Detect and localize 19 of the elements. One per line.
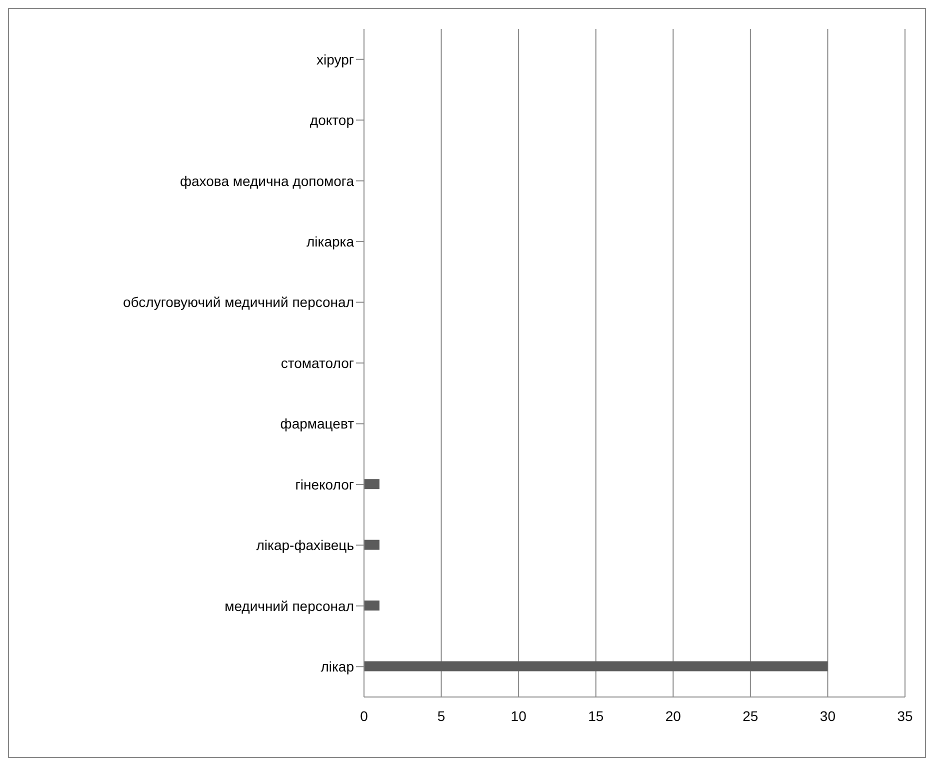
y-tick-label: лікар-фахівець <box>256 537 354 554</box>
y-tick-label: стоматолог <box>280 354 354 371</box>
x-tick-label: 20 <box>665 708 682 724</box>
y-tick-label: лікар <box>320 658 354 675</box>
y-tick-label: медичний персонал <box>224 598 354 614</box>
y-tick-label: хірург <box>316 51 354 68</box>
x-tick-label: 30 <box>820 708 836 724</box>
y-tick-label: фахова медична допомога <box>180 172 354 189</box>
x-tick-label: 10 <box>510 708 527 724</box>
x-tick-label: 25 <box>742 708 758 724</box>
x-tick-label: 0 <box>360 708 368 724</box>
x-tick-label: 15 <box>588 708 604 724</box>
y-tick-label: гінеколог <box>295 476 354 492</box>
y-tick-label: фармацевт <box>280 416 355 432</box>
y-tick-label: лікарка <box>306 234 354 250</box>
x-tick-label: 35 <box>897 708 913 724</box>
y-tick-label: обслуговуючий медичний персонал <box>123 294 354 310</box>
x-tick-label: 5 <box>437 708 446 724</box>
y-tick-label: доктор <box>310 112 354 128</box>
